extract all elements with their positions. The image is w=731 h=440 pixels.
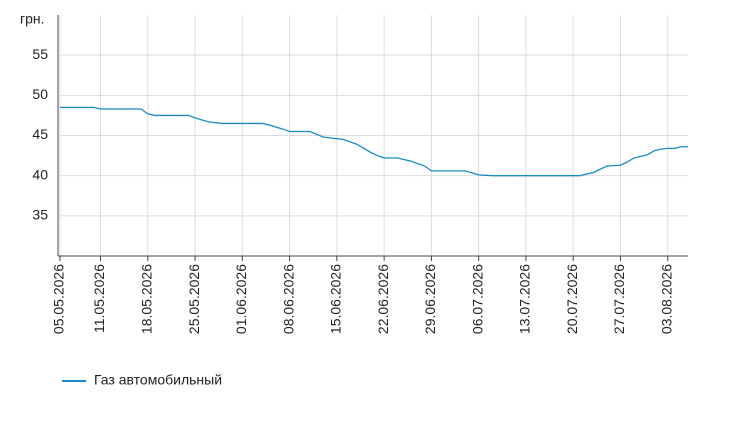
x-tick-label: 25.05.2026 xyxy=(186,264,202,334)
x-tick-label: 27.07.2026 xyxy=(611,264,627,334)
x-tick-label: 11.05.2026 xyxy=(91,264,107,333)
y-tick-label: 55 xyxy=(32,46,48,62)
x-tick-label: 08.06.2026 xyxy=(280,264,296,334)
x-tick-label: 06.07.2026 xyxy=(469,264,485,334)
x-tick-label: 22.06.2026 xyxy=(375,264,391,334)
y-tick-label: 35 xyxy=(32,207,48,223)
x-tick-label: 18.05.2026 xyxy=(138,264,154,334)
x-tick-label: 20.07.2026 xyxy=(564,264,580,334)
y-tick-label: 40 xyxy=(32,166,48,182)
x-tick-label: 05.05.2026 xyxy=(51,264,67,334)
legend-label: Газ автомобильный xyxy=(94,372,222,388)
y-tick-label: 45 xyxy=(32,126,48,142)
y-axis-label: грн. xyxy=(20,11,45,27)
x-tick-label: 01.06.2026 xyxy=(233,264,249,334)
y-tick-label: 50 xyxy=(32,86,48,102)
x-tick-label: 29.06.2026 xyxy=(422,264,438,334)
x-tick-label: 13.07.2026 xyxy=(517,264,533,334)
x-tick-label: 03.08.2026 xyxy=(658,264,674,334)
x-tick-label: 15.06.2026 xyxy=(328,264,344,334)
line-series xyxy=(60,106,688,177)
